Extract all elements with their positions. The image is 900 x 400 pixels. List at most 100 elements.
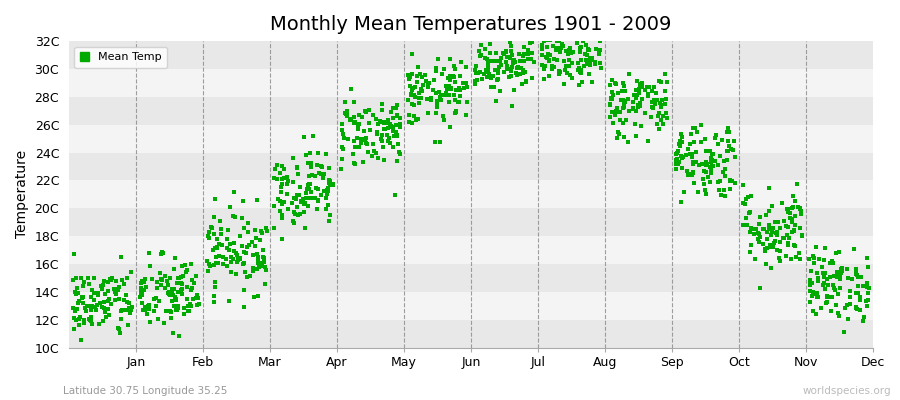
Point — [616, 98, 631, 104]
Point — [629, 87, 643, 93]
Point — [723, 176, 737, 183]
Point — [670, 148, 685, 154]
Point — [347, 114, 362, 120]
Point — [579, 27, 593, 33]
Point — [382, 138, 396, 144]
Point — [232, 233, 247, 240]
Point — [688, 149, 703, 156]
Point — [741, 194, 755, 200]
Point — [826, 285, 841, 292]
Point — [491, 68, 505, 74]
Point — [392, 121, 407, 128]
Point — [642, 84, 656, 90]
Point — [281, 178, 295, 184]
Point — [115, 306, 130, 313]
Point — [603, 82, 617, 88]
Point — [541, 56, 555, 63]
Point — [830, 273, 844, 280]
Point — [726, 138, 741, 144]
Point — [112, 326, 126, 332]
Point — [140, 303, 155, 310]
Point — [238, 268, 252, 275]
Point — [567, 18, 581, 25]
Point — [83, 303, 97, 309]
Point — [655, 120, 670, 127]
Point — [526, 58, 541, 65]
Point — [762, 222, 777, 228]
Point — [206, 246, 220, 253]
Point — [481, 62, 495, 69]
Point — [818, 300, 832, 306]
Point — [613, 96, 627, 103]
Point — [699, 148, 714, 154]
Point — [86, 290, 101, 296]
Point — [699, 169, 714, 175]
Point — [500, 49, 514, 56]
Point — [271, 196, 285, 202]
Point — [683, 131, 698, 137]
Point — [138, 276, 152, 282]
Point — [669, 157, 683, 163]
Point — [335, 156, 349, 162]
Point — [758, 246, 772, 252]
Point — [298, 225, 312, 231]
Point — [96, 318, 111, 324]
Point — [222, 298, 237, 305]
Point — [805, 292, 819, 299]
Point — [319, 195, 333, 201]
Point — [270, 162, 284, 168]
Point — [764, 242, 778, 248]
Point — [319, 151, 333, 158]
Point — [85, 286, 99, 293]
Point — [468, 78, 482, 84]
Point — [408, 84, 422, 91]
Point — [403, 74, 418, 80]
Point — [818, 245, 832, 252]
Point — [581, 46, 596, 53]
Point — [340, 113, 355, 119]
Point — [375, 144, 390, 150]
Point — [375, 101, 390, 107]
Point — [135, 292, 149, 298]
Point — [277, 166, 292, 172]
Point — [809, 293, 824, 300]
Point — [191, 294, 205, 301]
Point — [239, 250, 254, 256]
Point — [802, 256, 816, 262]
Point — [504, 52, 518, 58]
Point — [809, 290, 824, 297]
Point — [112, 330, 127, 336]
Point — [610, 90, 625, 96]
Point — [389, 104, 403, 111]
Point — [147, 296, 161, 302]
Point — [686, 159, 700, 165]
Point — [115, 277, 130, 283]
Point — [293, 184, 308, 190]
Point — [429, 102, 444, 108]
Point — [370, 128, 384, 135]
Point — [437, 66, 452, 72]
Point — [406, 92, 420, 99]
Point — [580, 46, 595, 53]
Point — [171, 288, 185, 295]
Point — [516, 52, 530, 59]
Point — [386, 125, 400, 132]
Point — [785, 204, 799, 211]
Point — [111, 286, 125, 293]
Point — [112, 284, 126, 290]
Point — [447, 110, 462, 116]
Point — [710, 178, 724, 185]
Point — [606, 92, 620, 98]
Point — [566, 26, 580, 32]
Point — [850, 290, 865, 296]
Point — [860, 284, 875, 290]
Point — [77, 278, 92, 285]
Point — [162, 289, 176, 296]
Point — [832, 313, 847, 320]
Point — [359, 139, 374, 146]
Point — [654, 102, 669, 108]
Point — [578, 51, 592, 57]
Point — [84, 316, 98, 322]
Point — [212, 241, 226, 248]
Point — [405, 51, 419, 57]
